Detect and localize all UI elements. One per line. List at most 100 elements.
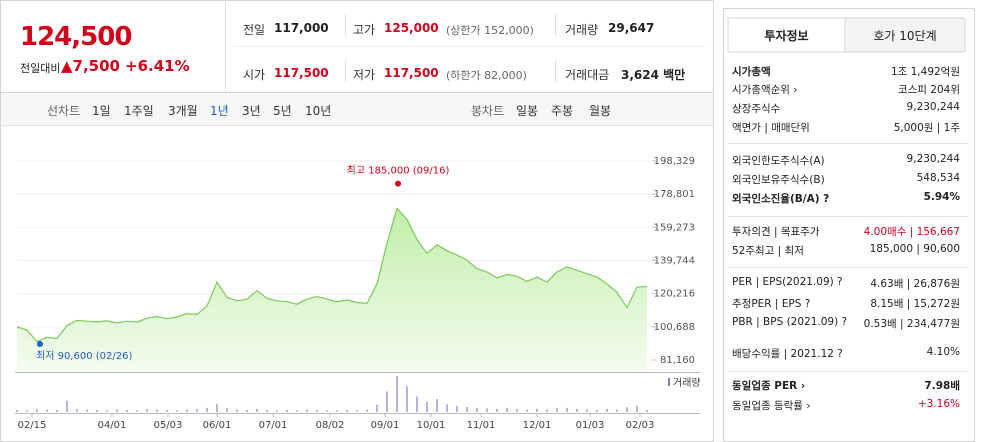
info-row: 배당수익률 | 2021.12 ? 4.10%: [732, 346, 960, 361]
quote-label: 거래대금: [565, 68, 610, 82]
candle-tab[interactable]: 일봉: [516, 104, 539, 118]
info-label: PBR | BPS (2021.09) ?: [732, 316, 848, 328]
candle-tab[interactable]: 주봉: [551, 104, 574, 118]
period-tab[interactable]: 1일: [92, 104, 111, 118]
x-tick-label: 09/01: [371, 420, 400, 431]
volume-bar: [126, 409, 128, 412]
quote-value: 117,000: [274, 21, 329, 35]
volume-bar: [106, 410, 108, 412]
volume-bar: [336, 410, 338, 412]
quote-value: 125,000: [384, 21, 439, 35]
info-label: 시가총액: [732, 66, 771, 78]
info-value: 8.15배 | 15,272원: [870, 298, 960, 310]
current-price: 124,500: [20, 22, 132, 52]
info-value: +3.16%: [917, 398, 960, 410]
period-tab[interactable]: 3개월: [168, 104, 198, 118]
y-tick-label: 120,216: [654, 289, 695, 300]
volume-bar: [486, 408, 488, 412]
quote-label: 저가: [353, 68, 376, 82]
low-label: 최저 90,600 (02/26): [36, 350, 132, 362]
info-label: 동일업종 등락률 ›: [732, 400, 811, 412]
change-label: 전일대비: [20, 62, 61, 75]
volume-bar: [36, 408, 38, 412]
volume-bar: [16, 409, 18, 412]
volume-bar: [606, 408, 608, 412]
volume-bar: [376, 404, 378, 412]
high-label: 최고 185,000 (09/16): [347, 165, 450, 177]
quote-label: 고가: [353, 23, 376, 37]
volume-bar: [96, 409, 98, 412]
volume-bar: [216, 403, 218, 412]
tab-group-label: 선차트: [47, 104, 81, 118]
info-value: 4.10%: [926, 346, 960, 358]
tab[interactable]: 호가 10단계: [873, 29, 937, 43]
volume-bar: [266, 409, 268, 412]
volume-bar: [346, 409, 348, 412]
volume-bar: [136, 410, 138, 412]
volume-bar: [446, 404, 448, 412]
info-label: 외국인보유주식수(B): [732, 174, 825, 186]
quote-label: 시가: [243, 68, 266, 82]
period-tab[interactable]: 5년: [273, 104, 292, 118]
quote-label: 거래량: [565, 23, 599, 37]
volume-bar: [146, 408, 148, 412]
x-tick-label: 12/01: [523, 420, 552, 431]
y-tick-label: 198,329: [654, 156, 695, 167]
period-tab[interactable]: 10년: [305, 104, 332, 118]
volume-bar: [616, 409, 618, 412]
volume-bar: [236, 409, 238, 412]
x-tick-label: 02/15: [18, 420, 47, 431]
info-label: 상장주식수: [732, 103, 781, 115]
volume-bar: [326, 410, 328, 412]
info-value: 5.94%: [923, 191, 960, 203]
y-tick-label: 178,801: [654, 189, 695, 200]
info-value: 4.63배 | 26,876원: [870, 278, 960, 290]
info-value: 1조 1,492억원: [890, 66, 960, 78]
volume-bar: [256, 408, 258, 412]
volume-bar: [76, 408, 78, 412]
change-amount: ▲7,500: [61, 57, 120, 75]
volume-bar: [276, 410, 278, 412]
volume-legend: 거래량: [673, 377, 701, 389]
volume-bar: [166, 409, 168, 412]
volume-bar: [26, 410, 28, 412]
info-value: 5,000원 | 1주: [893, 122, 960, 134]
x-tick-label: 05/03: [154, 420, 183, 431]
volume-bar: [596, 409, 598, 412]
x-tick-label: 11/01: [467, 420, 496, 431]
info-value: 코스피 204위: [897, 84, 960, 96]
quote-value: 117,500: [384, 66, 439, 80]
volume-bar: [476, 407, 478, 412]
volume-bar: [566, 407, 568, 412]
x-tick-label: 07/01: [259, 420, 288, 431]
volume-bar: [116, 409, 118, 412]
volume-bar: [496, 408, 498, 412]
volume-bar: [586, 409, 588, 412]
info-label: 외국인소진율(B/A) ?: [732, 193, 830, 205]
volume-bar: [466, 406, 468, 412]
info-value: 0.53배 | 234,477원: [863, 318, 960, 330]
candle-tab[interactable]: 월봉: [589, 104, 612, 118]
volume-bar: [406, 386, 408, 412]
volume-bar: [316, 409, 318, 412]
volume-bar: [396, 376, 398, 412]
info-row: 동일업종 등락률 › +3.16%: [732, 398, 960, 413]
quote-value: 29,647: [608, 21, 655, 35]
info-row: 동일업종 PER › 7.98배: [732, 378, 960, 393]
price-line: [16, 207, 648, 343]
x-tick-label: 06/01: [203, 420, 232, 431]
period-tab[interactable]: 1년: [210, 104, 229, 118]
tab-active[interactable]: 투자정보: [764, 29, 809, 43]
info-value: 4.00매수 | 156,667: [863, 226, 960, 238]
volume-bar: [626, 407, 628, 412]
volume-bar: [516, 408, 518, 412]
period-tab[interactable]: 3년: [242, 104, 261, 118]
info-label: 추정PER | EPS ?: [732, 298, 811, 310]
period-tab[interactable]: 1주일: [124, 104, 154, 118]
volume-bar: [556, 408, 558, 412]
volume-bar: [426, 401, 428, 412]
volume-bar: [296, 410, 298, 412]
volume-bar: [646, 409, 648, 412]
